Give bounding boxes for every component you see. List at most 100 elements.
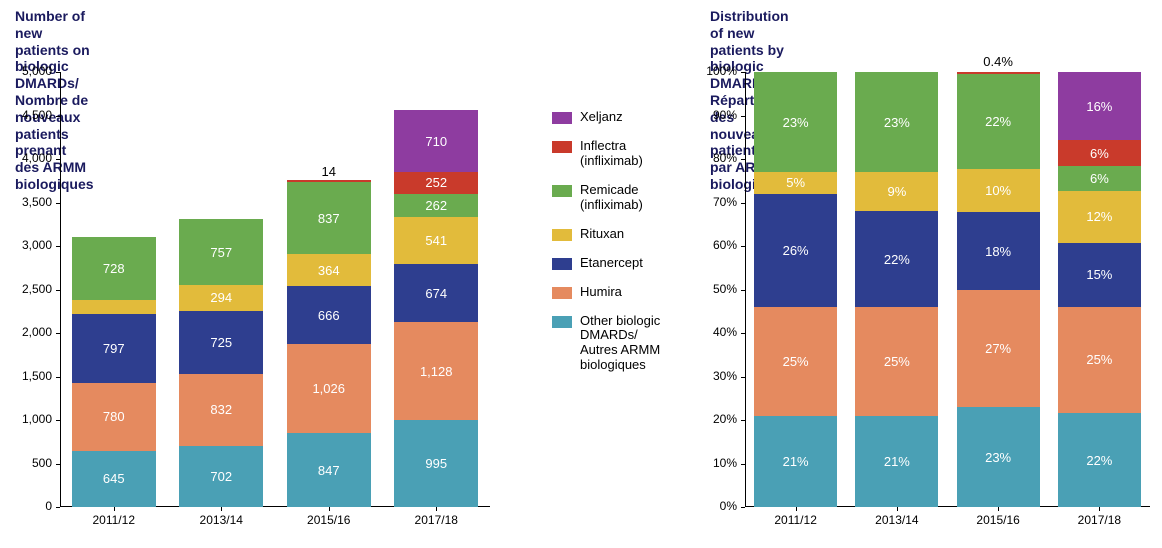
- right-segment-remicade: 22%: [957, 74, 1040, 169]
- legend-swatch-etanercept: [552, 258, 572, 270]
- right-ylabel: 90%: [699, 108, 737, 122]
- legend-swatch-other: [552, 316, 572, 328]
- left-segment-other: 995: [394, 420, 478, 507]
- right-ylabel: 70%: [699, 195, 737, 209]
- left-segment-xeljanz: 710: [394, 110, 478, 172]
- legend-item-other: Other biologic DMARDs/ Autres ARMM biolo…: [552, 314, 692, 374]
- right-segment-other: 23%: [957, 407, 1040, 507]
- left-bar: 8471,026666364837: [287, 72, 371, 507]
- right-segment-etanercept: 15%: [1058, 243, 1141, 307]
- right-ylabel: 100%: [699, 64, 737, 78]
- right-xlabel: 2017/18: [1059, 513, 1139, 527]
- right-segment-rituxan: 5%: [754, 172, 837, 194]
- right-segment-other: 21%: [855, 416, 938, 507]
- legend-swatch-rituxan: [552, 229, 572, 241]
- left-bar: 9951,128674541262252710: [394, 72, 478, 507]
- left-overflow-label: 14: [322, 164, 336, 179]
- left-ylabel: 4,000: [8, 151, 52, 165]
- left-segment-remicade: 757: [179, 219, 263, 285]
- right-bar: 22%25%15%12%6%6%16%: [1058, 72, 1141, 507]
- left-segment-humira: 780: [72, 383, 156, 451]
- legend-label-inflectra: Inflectra (infliximab): [580, 139, 643, 169]
- right-ylabel: 40%: [699, 325, 737, 339]
- legend-item-rituxan: Rituxan: [552, 227, 692, 242]
- legend-item-inflectra: Inflectra (infliximab): [552, 139, 692, 169]
- legend-item-xeljanz: Xeljanz: [552, 110, 692, 125]
- legend-swatch-xeljanz: [552, 112, 572, 124]
- right-segment-humira: 27%: [957, 290, 1040, 407]
- right-xlabel: 2015/16: [958, 513, 1038, 527]
- left-segment-rituxan: 364: [287, 254, 371, 286]
- right-segment-remicade: 23%: [754, 72, 837, 172]
- left-ylabel: 500: [8, 456, 52, 470]
- right-bar: 23%27%18%10%22%: [957, 72, 1040, 507]
- legend-item-etanercept: Etanercept: [552, 256, 692, 271]
- left-segment-etanercept: 674: [394, 264, 478, 323]
- right-ylabel: 10%: [699, 456, 737, 470]
- right-segment-remicade: 6%: [1058, 166, 1141, 192]
- legend-label-remicade: Remicade (infliximab): [580, 183, 643, 213]
- left-ylabel: 5,000: [8, 64, 52, 78]
- right-ylabel: 50%: [699, 282, 737, 296]
- right-segment-humira: 25%: [1058, 307, 1141, 414]
- right-segment-etanercept: 18%: [957, 212, 1040, 290]
- left-xlabel: 2013/14: [181, 513, 261, 527]
- right-overflow-label: 0.4%: [983, 54, 1013, 69]
- left-ylabel: 3,000: [8, 238, 52, 252]
- right-segment-xeljanz: 16%: [1058, 72, 1141, 140]
- left-segment-other: 702: [179, 446, 263, 507]
- legend: Xeljanz Inflectra (infliximab) Remicade (i…: [552, 110, 692, 387]
- right-bar: 21%25%22%9%23%: [855, 72, 938, 507]
- right-segment-rituxan: 9%: [855, 172, 938, 211]
- left-ylabel: 1,500: [8, 369, 52, 383]
- left-ylabel: 2,000: [8, 325, 52, 339]
- left-segment-etanercept: 666: [287, 286, 371, 344]
- left-ylabel: 1,000: [8, 412, 52, 426]
- right-ylabel: 0%: [699, 499, 737, 513]
- right-segment-etanercept: 22%: [855, 211, 938, 307]
- right-ylabel: 30%: [699, 369, 737, 383]
- legend-swatch-inflectra: [552, 141, 572, 153]
- left-segment-remicade: 262: [394, 194, 478, 217]
- left-xlabel: 2015/16: [289, 513, 369, 527]
- left-segment-etanercept: 725: [179, 311, 263, 374]
- left-bar: 645780797 728: [72, 72, 156, 507]
- right-ylabel: 60%: [699, 238, 737, 252]
- right-segment-other: 22%: [1058, 413, 1141, 507]
- right-segment-etanercept: 26%: [754, 194, 837, 307]
- right-segment-remicade: 23%: [855, 72, 938, 172]
- legend-label-humira: Humira: [580, 285, 622, 300]
- left-segment-rituxan: 541: [394, 217, 478, 264]
- right-segment-rituxan: 10%: [957, 169, 1040, 212]
- left-bar: 702832725294757: [179, 72, 263, 507]
- left-xlabel: 2011/12: [74, 513, 154, 527]
- right-segment-inflectra: 6%: [1058, 140, 1141, 166]
- left-xlabel: 2017/18: [396, 513, 476, 527]
- left-ylabel: 0: [8, 499, 52, 513]
- right-segment-humira: 25%: [855, 307, 938, 416]
- right-segment-other: 21%: [754, 416, 837, 507]
- left-segment-humira: 832: [179, 374, 263, 446]
- left-segment-remicade: 837: [287, 182, 371, 255]
- left-segment-rituxan: [72, 300, 156, 314]
- legend-label-other: Other biologic DMARDs/ Autres ARMM biolo…: [580, 314, 660, 374]
- right-segment-rituxan: 12%: [1058, 191, 1141, 242]
- left-segment-etanercept: 797: [72, 314, 156, 383]
- left-segment-remicade: 728: [72, 237, 156, 300]
- left-segment-humira: 1,026: [287, 344, 371, 433]
- legend-label-rituxan: Rituxan: [580, 227, 624, 242]
- legend-label-etanercept: Etanercept: [580, 256, 643, 271]
- right-ylabel: 20%: [699, 412, 737, 426]
- legend-label-xeljanz: Xeljanz: [580, 110, 623, 125]
- left-ylabel: 2,500: [8, 282, 52, 296]
- right-xlabel: 2013/14: [857, 513, 937, 527]
- legend-swatch-humira: [552, 287, 572, 299]
- legend-item-humira: Humira: [552, 285, 692, 300]
- left-segment-inflectra: 252: [394, 172, 478, 194]
- legend-item-remicade: Remicade (infliximab): [552, 183, 692, 213]
- left-segment-humira: 1,128: [394, 322, 478, 420]
- left-plot-area: 05001,0001,5002,0002,5003,0003,5004,0004…: [60, 72, 490, 507]
- left-segment-other: 645: [72, 451, 156, 507]
- right-xlabel: 2011/12: [756, 513, 836, 527]
- left-ylabel: 3,500: [8, 195, 52, 209]
